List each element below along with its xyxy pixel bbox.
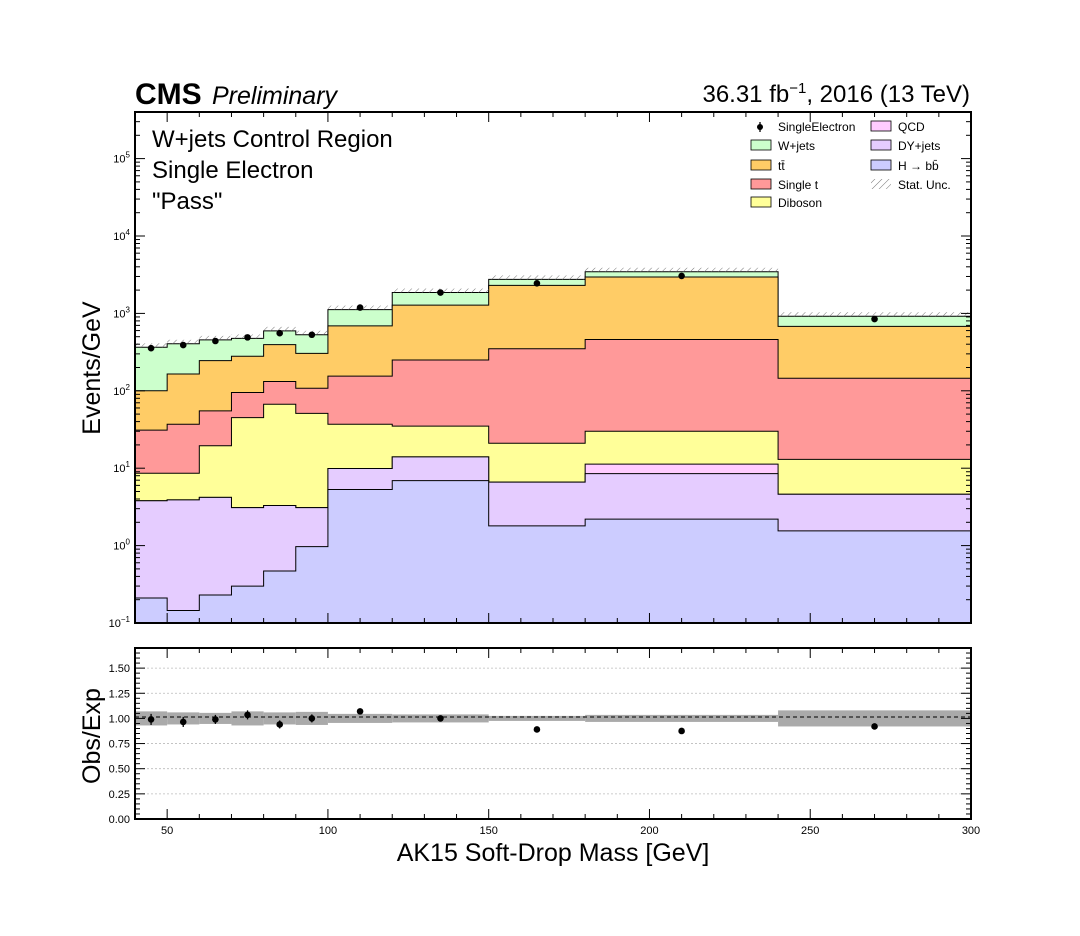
x-tick-label: 200 bbox=[640, 825, 658, 837]
y-tick-label: 101 bbox=[113, 460, 130, 475]
ratio-point bbox=[356, 708, 364, 715]
ratio-y-tick-label: 0.00 bbox=[109, 814, 130, 826]
main-panel: 10−1 100 101 102 103 104 105 bbox=[109, 111, 972, 630]
lumi-exponent: −1 bbox=[789, 80, 806, 97]
data-point bbox=[533, 279, 541, 287]
stat-unc-bin bbox=[263, 326, 296, 331]
legend-swatch bbox=[750, 196, 772, 208]
x-tick-label: 100 bbox=[319, 825, 337, 837]
experiment-label: CMS bbox=[135, 78, 202, 111]
ratio-band-bin bbox=[778, 710, 971, 727]
lumi-label: 36.31 fb−1, 2016 (13 TeV) bbox=[702, 80, 970, 108]
ratio-band-bin bbox=[488, 715, 586, 721]
ratio-y-tick-label: 0.25 bbox=[109, 789, 130, 801]
stack-h-bb bbox=[134, 480, 972, 624]
y-tick-label: 103 bbox=[113, 305, 130, 320]
legend-label-tt: tt̄ bbox=[778, 159, 785, 173]
y-tick-label: 100 bbox=[113, 538, 130, 553]
ratio-point bbox=[871, 723, 878, 730]
lumi-value: 36.31 fb bbox=[702, 81, 789, 108]
ratio-point bbox=[244, 711, 251, 719]
ratio-points bbox=[147, 708, 878, 735]
ratio-frame bbox=[134, 647, 972, 820]
legend-label-single-t: Single t bbox=[778, 178, 819, 192]
legend-swatch bbox=[750, 178, 772, 190]
data-point bbox=[276, 329, 283, 337]
stack-layers bbox=[134, 271, 972, 624]
legend-swatch bbox=[870, 159, 892, 171]
ratio-point bbox=[212, 716, 219, 723]
data-point bbox=[678, 272, 685, 280]
data-point bbox=[308, 331, 316, 339]
status-label: Preliminary bbox=[212, 82, 339, 110]
data-point bbox=[179, 341, 187, 349]
legend-label-w-jets: W+jets bbox=[778, 139, 815, 153]
legend-swatch bbox=[750, 139, 772, 151]
ratio-y-tick-label: 1.25 bbox=[109, 688, 130, 700]
ratio-y-tick-label: 0.75 bbox=[109, 739, 130, 751]
stat-unc-bin bbox=[488, 275, 586, 280]
y-tick-label: 104 bbox=[113, 228, 130, 243]
ratio-band-bin bbox=[585, 714, 779, 722]
region-label-1: W+jets Control Region bbox=[152, 126, 393, 153]
region-label-2: Single Electron bbox=[152, 157, 313, 184]
legend-label-stat-unc: Stat. Unc. bbox=[898, 178, 951, 192]
ratio-stat-band bbox=[135, 710, 971, 727]
ratio-point bbox=[533, 726, 541, 733]
x-tick-label: 50 bbox=[161, 825, 173, 837]
y-tick-label: 10−1 bbox=[109, 615, 131, 630]
main-frame bbox=[134, 111, 972, 624]
data-points bbox=[147, 272, 878, 352]
ratio-point bbox=[437, 715, 444, 722]
region-label-3: "Pass" bbox=[152, 188, 222, 215]
ratio-y-tick-label: 1.00 bbox=[109, 713, 130, 725]
ratio-y-tick-label: 0.50 bbox=[109, 764, 130, 776]
stat-unc-bin bbox=[778, 312, 971, 317]
legend-label-singleelectron: SingleElectron bbox=[778, 120, 855, 134]
ratio-point bbox=[678, 727, 685, 735]
legend-label-dy-jets: DY+jets bbox=[898, 139, 940, 153]
lumi-tail: , 2016 (13 TeV) bbox=[806, 81, 970, 108]
legend-label-diboson: Diboson bbox=[778, 196, 822, 210]
ratio-y-axis-title: Obs/Exp bbox=[78, 688, 106, 784]
x-tick-label: 250 bbox=[801, 825, 819, 837]
data-point bbox=[356, 304, 364, 311]
ratio-axis-ticks: 0.00 0.25 0.50 0.75 1.00 1.25 1.50 50 100 150 200 2… bbox=[109, 648, 980, 837]
legend-hatch bbox=[871, 179, 891, 189]
ratio-band-bin bbox=[263, 712, 296, 725]
legend-swatch bbox=[870, 139, 892, 151]
data-point bbox=[147, 344, 155, 352]
legend: SingleElectron QCD W+jets DY+jets tt̄ H → bb̄… bbox=[750, 120, 951, 210]
ratio-y-tick-label: 1.50 bbox=[109, 663, 130, 675]
ratio-point bbox=[179, 718, 187, 726]
legend-marker bbox=[757, 124, 763, 130]
data-point bbox=[212, 337, 219, 345]
ratio-point bbox=[147, 716, 155, 723]
legend-label-h-bb: H → bb̄ bbox=[898, 159, 939, 173]
ratio-band-bin bbox=[327, 713, 393, 723]
main-y-axis-title: Events/GeV bbox=[78, 301, 106, 435]
data-point bbox=[437, 289, 444, 296]
legend-label-qcd: QCD bbox=[898, 120, 925, 134]
y-tick-label: 102 bbox=[113, 383, 130, 398]
ratio-point bbox=[308, 715, 316, 722]
ratio-panel: 0.00 0.25 0.50 0.75 1.00 1.25 1.50 50 100 150 200 2… bbox=[109, 647, 980, 837]
x-axis-title: AK15 Soft-Drop Mass [GeV] bbox=[397, 839, 710, 867]
data-point bbox=[871, 315, 878, 323]
y-tick-label: 105 bbox=[113, 151, 130, 166]
ratio-point bbox=[276, 721, 283, 728]
data-point bbox=[244, 334, 251, 341]
x-tick-label: 150 bbox=[480, 825, 498, 837]
stat-unc-bin bbox=[585, 267, 779, 272]
legend-swatch bbox=[750, 159, 772, 171]
ratio-grid bbox=[135, 667, 971, 795]
legend-swatch bbox=[870, 120, 892, 132]
x-tick-label: 300 bbox=[962, 825, 980, 837]
